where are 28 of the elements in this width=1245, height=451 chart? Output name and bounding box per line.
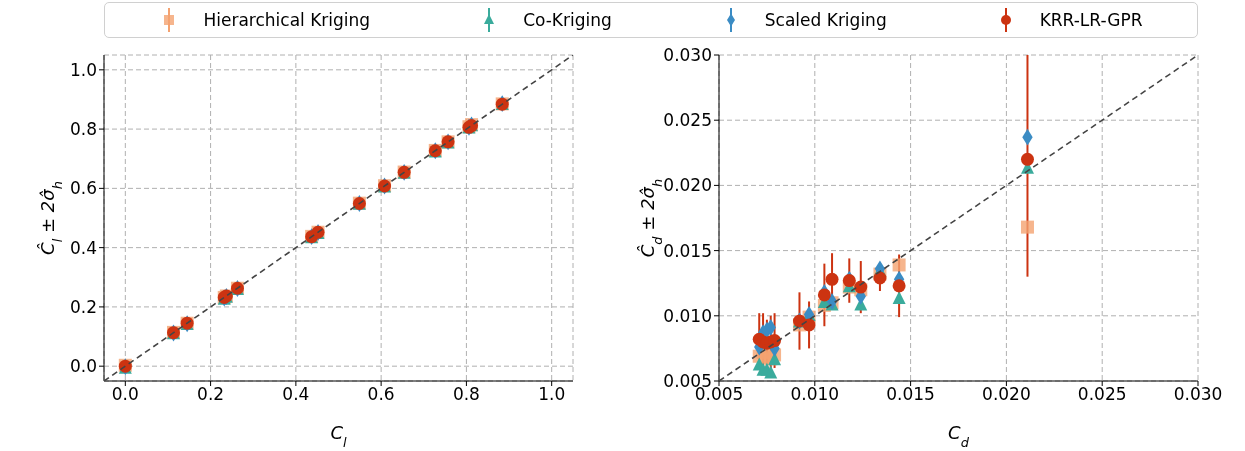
legend-label: Hierarchical Kriging <box>203 10 371 30</box>
x-tick-label: 1.0 <box>538 384 566 405</box>
legend-label: KRR-LR-GPR <box>1039 10 1143 30</box>
x-tick-label: 0.020 <box>982 384 1031 405</box>
x-tick-label: 0.4 <box>282 384 310 405</box>
y-tick-label: 0.030 <box>663 45 712 66</box>
y-tick-label: 0.4 <box>69 237 97 258</box>
y-tick-label: 1.0 <box>69 59 97 80</box>
y-tick-label: 0.020 <box>663 175 712 196</box>
x-tick-label: 0.6 <box>367 384 395 405</box>
x-tick-label: 0.2 <box>197 384 225 405</box>
x-axis-title: C$_{l}$ <box>330 422 347 450</box>
x-axis-title: C$_{d}$ <box>948 422 970 450</box>
x-tick-label: 0.025 <box>1077 384 1127 405</box>
x-tick-label: 0.015 <box>886 384 935 405</box>
x-tick-label: 0.8 <box>452 384 480 405</box>
y-tick-label: 0.2 <box>69 296 97 317</box>
y-tick-label: 0.8 <box>69 119 97 140</box>
x-tick-label: 0.0 <box>111 384 139 405</box>
y-tick-label: 0.0 <box>69 356 97 377</box>
y-tick-label: 0.015 <box>663 240 712 261</box>
y-tick-label: 0.025 <box>663 110 712 131</box>
x-tick-label: 0.010 <box>790 384 840 405</box>
y-tick-label: 0.010 <box>663 305 712 326</box>
x-tick-label: 0.030 <box>1173 384 1223 405</box>
y-tick-label: 0.6 <box>69 178 97 199</box>
legend-label: Scaled Kriging <box>764 10 887 30</box>
legend-label: Co-Kriging <box>523 10 612 30</box>
